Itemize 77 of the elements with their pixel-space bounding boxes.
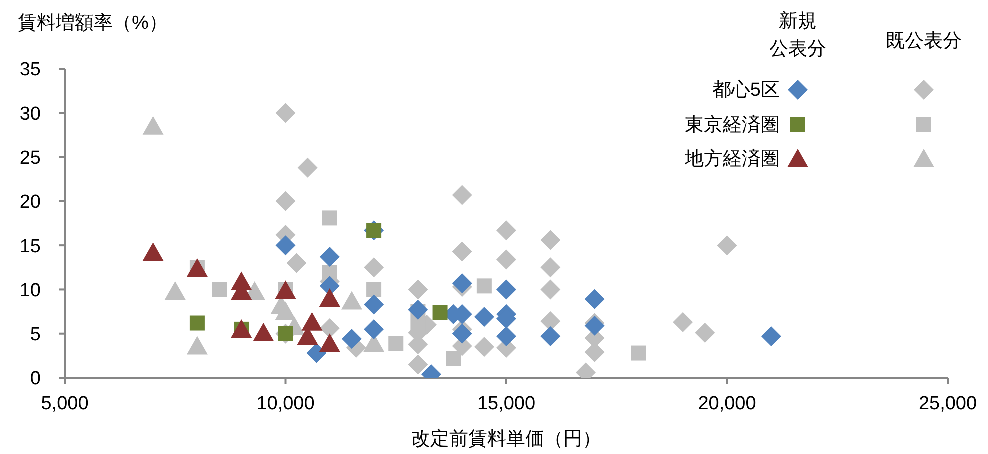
point [286,253,307,274]
point [276,191,296,212]
point [164,281,186,300]
x-axis-title: 改定前賃料単価（円） [412,428,602,452]
y-tick-label: 35 [20,60,41,81]
point [388,336,404,352]
point [142,242,164,262]
point [673,312,694,332]
point [474,337,494,358]
text: 新規公表分 [770,10,826,62]
point [142,116,164,135]
point [631,346,646,361]
x-tick-label: 10,000 [256,393,315,414]
x-tick-label: 25,000 [918,393,978,414]
point [476,278,492,294]
y-tick-label: 20 [20,192,41,214]
point [253,322,274,342]
point [190,316,205,331]
point [319,288,340,308]
point [452,185,472,206]
point [717,236,738,256]
point [496,220,516,241]
legend-label: 東京経済圏 [684,114,781,138]
point [540,280,561,300]
point [540,326,561,347]
point [341,291,362,310]
point [322,265,338,280]
y-tick-label: 5 [30,324,41,346]
legend-label: 都心5区 [711,79,781,103]
point [584,289,605,310]
point [298,158,318,178]
point [276,236,296,256]
y-tick-label: 25 [20,148,41,170]
point [275,302,296,320]
point [446,351,462,366]
point [322,210,338,226]
y-tick-label: 10 [20,280,41,302]
y-tick-label: 15 [20,236,41,258]
point [342,329,362,350]
point [452,274,472,294]
y-tick-label: 30 [20,104,41,125]
point [186,336,208,355]
point [320,318,340,339]
point [540,258,561,278]
point [408,354,428,375]
point [452,324,472,344]
point [474,307,494,328]
point [761,326,782,347]
point [186,258,208,278]
legend-label: 地方経済圏 [684,148,781,172]
point [320,247,340,268]
x-tick-label: 20,000 [698,393,756,414]
point [364,319,384,340]
point [408,300,428,320]
point [302,312,323,331]
text: 既公表分 [886,30,962,54]
point [496,326,516,347]
point [540,230,561,250]
point [212,282,228,298]
y-axis-title: 賃料増額率（%） [18,12,168,36]
point [496,280,516,300]
point [432,305,448,320]
point [364,294,384,315]
point [408,280,428,300]
point [452,242,472,262]
point [276,103,296,124]
point [364,258,384,278]
point [496,250,516,270]
point [275,280,296,300]
x-tick-label: 5,000 [41,393,89,414]
point [366,282,382,298]
point [306,343,327,364]
point [231,319,252,338]
point [319,334,340,352]
y-tick-label: 0 [30,368,41,390]
x-tick-label: 15,000 [477,393,536,414]
point [695,322,716,343]
